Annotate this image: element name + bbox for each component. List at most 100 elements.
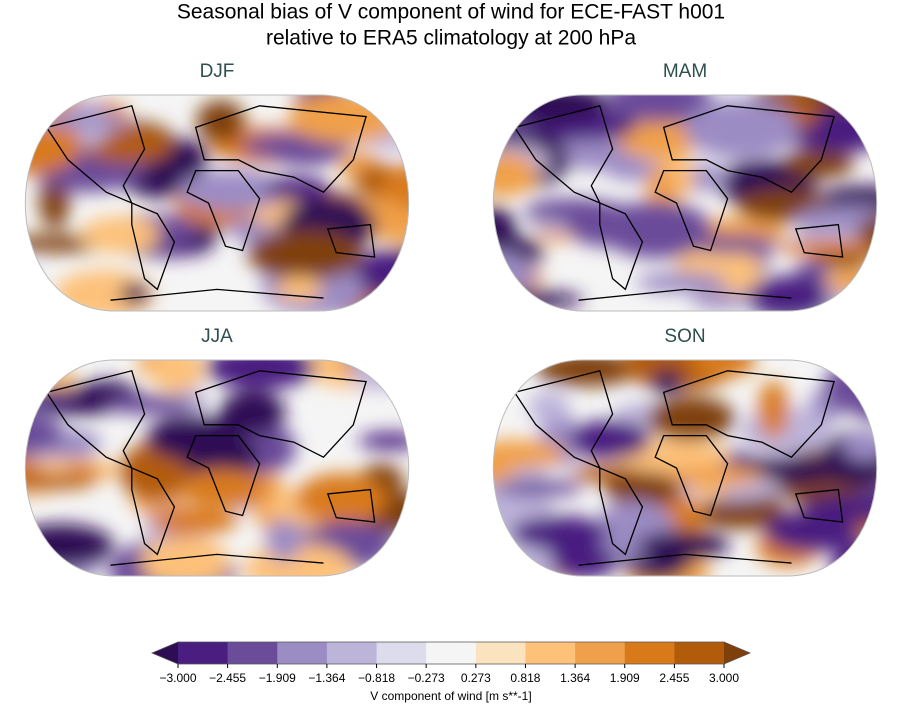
field-blob xyxy=(382,161,409,212)
field-blob xyxy=(493,536,520,556)
field-blob xyxy=(650,369,685,394)
colorbar-bin xyxy=(376,642,427,664)
colorbar-bin xyxy=(326,642,378,664)
coastline xyxy=(110,288,324,301)
field-blob xyxy=(120,283,151,305)
coastline xyxy=(131,467,176,556)
field-blob xyxy=(600,200,712,259)
field-blob xyxy=(605,95,714,123)
field-blob xyxy=(148,360,204,393)
colorbar-tick-label: 1.364 xyxy=(560,671,590,685)
colorbar-bin xyxy=(426,642,477,664)
coastlines xyxy=(45,370,376,566)
field-blob xyxy=(646,396,736,441)
field-blob xyxy=(140,536,231,576)
colorbar-label: V component of wind [m s**-1] xyxy=(370,689,531,703)
field-blob xyxy=(243,543,354,576)
field-blob xyxy=(455,454,489,491)
colorbar-tick-label: 3.000 xyxy=(709,671,739,685)
coastline xyxy=(654,169,729,252)
field-blob xyxy=(635,271,728,293)
field-blob xyxy=(25,524,114,568)
field-blob xyxy=(668,466,763,487)
coastline xyxy=(326,488,376,523)
field-blob xyxy=(842,428,877,461)
field-blob xyxy=(80,216,161,254)
field-blob xyxy=(527,391,570,423)
map-field xyxy=(25,95,409,311)
colorbar-tick-label: 0.273 xyxy=(461,671,491,685)
field-blob xyxy=(758,380,789,439)
figure-title: Seasonal bias of V component of wind for… xyxy=(177,1,725,24)
colorbar-bin xyxy=(525,642,576,664)
field-blob xyxy=(358,432,409,450)
field-blob xyxy=(196,100,246,143)
map-panels: DJF MAM JJA SON xyxy=(0,61,878,577)
field-blob xyxy=(777,239,877,257)
field-blob xyxy=(355,188,409,243)
field-blob xyxy=(635,531,730,560)
colorbar-tick-label: −0.273 xyxy=(408,671,445,685)
field-blob xyxy=(287,95,401,144)
field-blob xyxy=(263,176,330,201)
coastline xyxy=(599,202,644,291)
field-blob xyxy=(35,111,122,129)
panel-title: JJA xyxy=(201,326,233,347)
colorbar: −3.000 −2.455 −1.909 −1.364 −0.818 −0.273 0.27… xyxy=(150,641,752,703)
field-blob xyxy=(568,420,651,459)
coastline xyxy=(578,553,792,566)
field-blob xyxy=(205,360,316,390)
colorbar-tick-label: −1.909 xyxy=(259,671,296,685)
field-blob xyxy=(605,470,684,507)
field-blob xyxy=(25,260,37,311)
field-blob xyxy=(493,95,515,127)
coastline xyxy=(794,488,844,523)
map-field xyxy=(455,360,877,576)
map-outline xyxy=(492,359,878,577)
field-blob xyxy=(645,167,680,209)
field-blob xyxy=(25,473,96,491)
coastline xyxy=(186,169,261,252)
field-blob xyxy=(510,515,609,550)
field-blob xyxy=(179,469,267,508)
coastlines xyxy=(45,105,376,301)
coastlines xyxy=(513,370,844,566)
field-blob xyxy=(83,128,173,164)
coastline xyxy=(654,434,729,517)
colorbar-bin xyxy=(674,642,725,664)
coastline xyxy=(194,105,367,194)
colorbar-tick-label: −3.000 xyxy=(159,671,196,685)
colorbar-bin xyxy=(178,642,229,664)
colorbar-tick-label: 1.909 xyxy=(610,671,640,685)
field-blob xyxy=(684,98,798,159)
coastlines xyxy=(513,105,844,301)
colorbar-tick-label: 2.455 xyxy=(659,671,689,685)
colorbar-extend-low xyxy=(152,642,178,664)
field-blob xyxy=(493,95,609,122)
colorbar-tick-label: −2.455 xyxy=(209,671,246,685)
field-blob xyxy=(793,205,877,235)
coastline xyxy=(662,370,835,459)
panel-title: MAM xyxy=(663,61,707,82)
colorbar-bin xyxy=(277,642,328,664)
field-blob xyxy=(219,390,286,434)
coastline xyxy=(794,223,844,258)
coastline xyxy=(110,553,324,566)
field-blob xyxy=(377,283,409,311)
colorbar-tick-label: −1.364 xyxy=(308,671,345,685)
coastline xyxy=(578,288,792,301)
field-blob xyxy=(0,389,25,425)
field-blob xyxy=(495,480,583,497)
field-blob xyxy=(493,152,538,197)
coastline xyxy=(599,467,644,556)
field-blob xyxy=(380,295,409,311)
field-blob xyxy=(493,290,584,310)
coastline xyxy=(662,105,835,194)
panel-title: SON xyxy=(664,326,705,347)
field-blob xyxy=(849,367,877,421)
colorbar-bin xyxy=(227,642,278,664)
colorbar-tick-label: 0.818 xyxy=(510,671,540,685)
field-blob xyxy=(523,198,624,223)
coastline xyxy=(186,434,261,517)
